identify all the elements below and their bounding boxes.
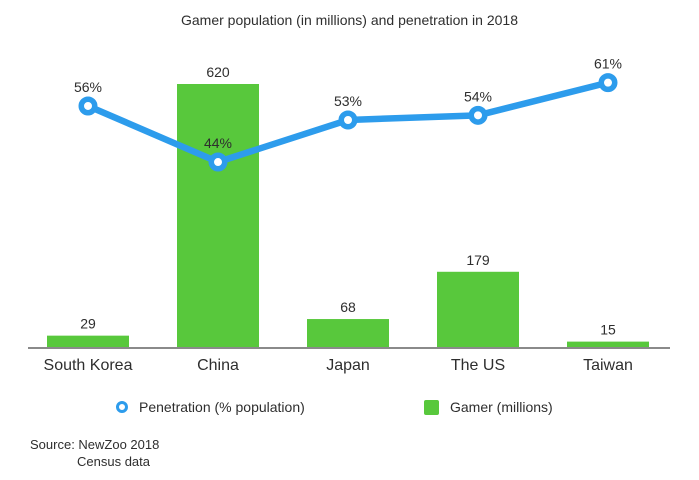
- penetration-marker-icon: [116, 401, 128, 413]
- x-axis-label-south-korea: South Korea: [44, 357, 133, 374]
- bar-the-us: [437, 271, 519, 348]
- x-axis-label-taiwan: Taiwan: [583, 357, 633, 374]
- penetration-value-label: 54%: [464, 88, 492, 104]
- penetration-value-label: 53%: [334, 93, 362, 109]
- chart-canvas: 29 620 68 179 15 56% 44% 53% 54% 61% South Korea Ch…: [28, 56, 670, 374]
- bar-value-label: 15: [600, 322, 616, 338]
- penetration-point-japan: [338, 110, 358, 130]
- bar-south-korea: [47, 335, 129, 348]
- bar-china: [177, 84, 259, 348]
- penetration-point-the-us: [468, 105, 488, 125]
- x-axis-label-the-us: The US: [451, 357, 505, 374]
- penetration-point-south-korea: [78, 96, 98, 116]
- bar-value-label: 29: [80, 316, 96, 332]
- source-line-1: Source: NewZoo 2018: [30, 437, 160, 452]
- legend-label-penetration: Penetration (% population): [139, 399, 305, 415]
- chart-title: Gamer population (in millions) and penet…: [181, 12, 518, 28]
- legend-label-gamer: Gamer (millions): [450, 399, 553, 415]
- penetration-value-label: 44%: [204, 135, 232, 151]
- x-axis-label-china: China: [197, 357, 239, 374]
- penetration-value-label: 56%: [74, 79, 102, 95]
- penetration-point-china: [208, 152, 228, 172]
- gamer-swatch-icon: [424, 399, 439, 415]
- legend-item-penetration: Penetration (% population): [116, 398, 305, 416]
- penetration-point-taiwan: [598, 73, 618, 93]
- penetration-value-label: 61%: [594, 56, 622, 72]
- bar-value-label: 620: [206, 64, 230, 80]
- x-axis-label-japan: Japan: [326, 357, 370, 374]
- bar-japan: [307, 319, 389, 348]
- legend-item-gamer: Gamer (millions): [424, 398, 553, 416]
- source-note: Source: NewZoo 2018 Census data: [30, 436, 159, 470]
- bar-taiwan: [567, 341, 649, 348]
- bar-value-label: 68: [340, 299, 356, 315]
- bar-value-label: 179: [466, 252, 490, 268]
- source-line-2: Census data: [77, 454, 150, 469]
